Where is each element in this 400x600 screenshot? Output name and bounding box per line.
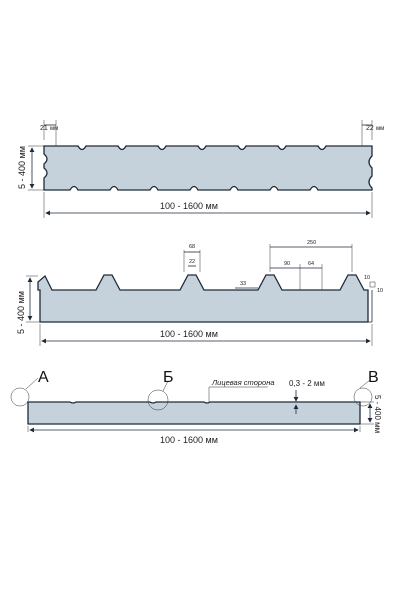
panel-2-edge-1: 10 <box>364 275 370 281</box>
panel-2-edge-2: 10 <box>377 288 383 294</box>
panel-1-left-joint: 21 <box>40 125 48 132</box>
panel-1-body <box>43 145 373 191</box>
detail-v-label: В <box>368 369 379 386</box>
panel-1-left-joint-unit: мм <box>50 126 58 132</box>
panel-3-width: 100 - 1600 мм <box>160 435 218 445</box>
panel-2-rib-pitch: 250 <box>307 240 316 246</box>
panel-3: А Б В Лицевая сторона 0,3 - 2 мм 5 - 400… <box>10 369 382 445</box>
panel-2-small-step: 33 <box>240 281 246 287</box>
panel-1-width: 100 - 1600 мм <box>160 201 218 211</box>
panel-3-body <box>27 401 361 425</box>
detail-a-circle <box>10 387 30 407</box>
face-side-label: Лицевая сторона <box>211 378 275 387</box>
panel-1-right-joint-unit: мм <box>376 126 384 132</box>
panel-1-right-joint: 22 <box>366 125 374 132</box>
panel-2-thickness: 5 - 400 мм <box>16 291 26 334</box>
detail-b-label: Б <box>163 369 174 386</box>
panel-2-rib-top: 68 <box>189 244 195 250</box>
sheet-thickness: 0,3 - 2 мм <box>289 379 325 388</box>
panel-1: 21 мм 22 мм 5 - 400 мм 100 - 1600 мм <box>17 120 384 218</box>
panel-2-width: 100 - 1600 мм <box>160 329 218 339</box>
panel-2-rib-base-1: 90 <box>284 261 290 267</box>
panel-2-rib-inner: 22 <box>189 259 195 265</box>
panel-3-thickness: 5 - 400 мм <box>373 395 382 433</box>
detail-b-circle <box>147 389 169 411</box>
detail-v-circle <box>353 387 373 407</box>
panel-2-body <box>37 274 369 323</box>
panel-2-rib-base-2: 64 <box>308 261 314 267</box>
detail-a-label: А <box>38 369 49 386</box>
panel-2: 68 22 250 90 64 33 10 10 5 - 400 мм 100 … <box>16 240 383 346</box>
panel-1-thickness: 5 - 400 мм <box>17 146 27 189</box>
